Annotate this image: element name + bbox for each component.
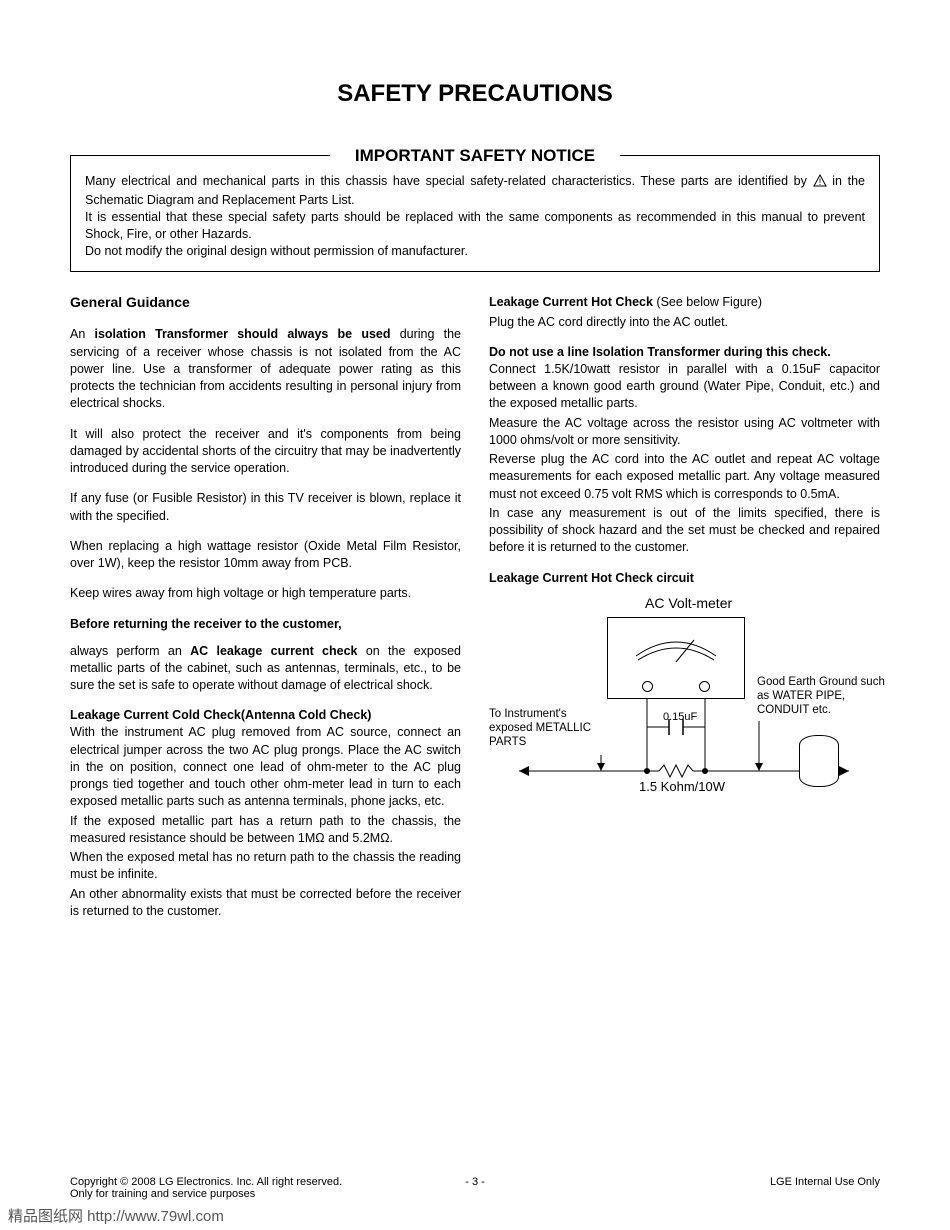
paragraph: Reverse plug the AC cord into the AC out… bbox=[489, 451, 880, 503]
ground-label: Good Earth Ground such as WATER PIPE, CO… bbox=[757, 675, 887, 718]
paragraph: An isolation Transformer should always b… bbox=[70, 326, 461, 412]
paragraph: When replacing a high wattage resistor (… bbox=[70, 538, 461, 573]
paragraph: If any fuse (or Fusible Resistor) in thi… bbox=[70, 490, 461, 525]
safety-notice: IMPORTANT SAFETY NOTICE Many electrical … bbox=[70, 146, 880, 272]
left-probe-label: To Instrument's exposed METALLIC PARTS bbox=[489, 707, 597, 750]
paragraph: Connect 1.5K/10watt resistor in parallel… bbox=[489, 361, 880, 413]
footer-right: LGE Internal Use Only bbox=[770, 1176, 880, 1200]
right-column: Leakage Current Hot Check (See below Fig… bbox=[489, 294, 880, 933]
circuit-diagram: AC Volt-meter bbox=[489, 595, 880, 825]
paragraph: Measure the AC voltage across the resist… bbox=[489, 415, 880, 450]
resistor-label: 1.5 Kohm/10W bbox=[639, 779, 725, 794]
notice-text: Many electrical and mechanical parts in … bbox=[85, 174, 813, 188]
warning-icon: ! bbox=[813, 174, 827, 192]
notice-text: It is essential that these special safet… bbox=[85, 210, 865, 241]
paragraph: Keep wires away from high voltage or hig… bbox=[70, 585, 461, 602]
paragraph: With the instrument AC plug removed from… bbox=[70, 724, 461, 810]
paragraph: In case any measurement is out of the li… bbox=[489, 505, 880, 557]
paragraph: It will also protect the receiver and it… bbox=[70, 426, 461, 478]
notice-heading: IMPORTANT SAFETY NOTICE bbox=[341, 146, 609, 166]
heading-circuit: Leakage Current Hot Check circuit bbox=[489, 571, 880, 585]
paragraph: An other abnormality exists that must be… bbox=[70, 886, 461, 921]
notice-box: Many electrical and mechanical parts in … bbox=[70, 155, 880, 272]
heading-cold-check: Leakage Current Cold Check(Antenna Cold … bbox=[70, 708, 461, 722]
heading-before-return: Before returning the receiver to the cus… bbox=[70, 617, 461, 631]
capacitor-label: 0.15uF bbox=[663, 711, 697, 723]
paragraph: When the exposed metal has no return pat… bbox=[70, 849, 461, 884]
ground-icon bbox=[799, 735, 839, 787]
page-number: - 3 - bbox=[465, 1176, 485, 1188]
watermark: 精品图纸网 http://www.79wl.com bbox=[8, 1205, 224, 1226]
page-footer: Copyright © 2008 LG Electronics. Inc. Al… bbox=[70, 1176, 880, 1200]
notice-text: Do not modify the original design withou… bbox=[85, 244, 468, 258]
heading-hot-check: Leakage Current Hot Check (See below Fig… bbox=[489, 294, 880, 311]
svg-text:!: ! bbox=[818, 177, 821, 187]
heading-general: General Guidance bbox=[70, 294, 461, 310]
left-column: General Guidance An isolation Transforme… bbox=[70, 294, 461, 933]
heading-no-isolation: Do not use a line Isolation Transformer … bbox=[489, 345, 880, 359]
paragraph: always perform an AC leakage current che… bbox=[70, 643, 461, 695]
footer-left: Copyright © 2008 LG Electronics. Inc. Al… bbox=[70, 1176, 342, 1200]
page-title: SAFETY PRECAUTIONS bbox=[70, 80, 880, 108]
paragraph: Plug the AC cord directly into the AC ou… bbox=[489, 314, 880, 331]
paragraph: If the exposed metallic part has a retur… bbox=[70, 813, 461, 848]
